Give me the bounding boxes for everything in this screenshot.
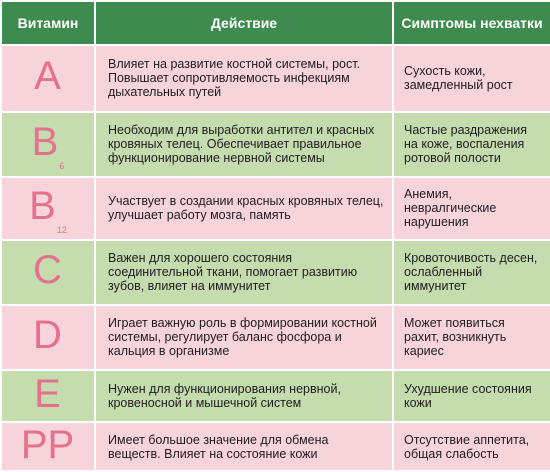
vitamin-symptoms: Может появиться рахит, возникнуть кариес — [394, 305, 550, 369]
vitamin-letter: D — [2, 305, 94, 369]
header-symptoms: Симптомы нехватки — [394, 2, 550, 44]
table-row: E Нужен для функционирования нервной, кр… — [2, 370, 550, 422]
vitamin-letter: A — [2, 46, 94, 111]
vitamin-action: Важен для хорошего состояния соединитель… — [96, 240, 392, 304]
vitamin-letter: B12 — [2, 177, 94, 239]
vitamin-letter: PP — [2, 423, 94, 470]
vitamin-letter: E — [2, 370, 94, 422]
vitamin-letter: B6 — [2, 112, 94, 176]
table-row: B6 Необходим для выработки антител и кра… — [2, 112, 550, 176]
table-row: D Играет важную роль в формировании кост… — [2, 305, 550, 369]
vitamin-symptoms: Частые раздражения на коже, воспаления р… — [394, 112, 550, 176]
table-row: PP Имеет большое значение для обмена вещ… — [2, 423, 550, 470]
vitamin-symptoms: Сухость кожи, замедленный рост — [394, 46, 550, 111]
table-row: B12 Участвует в создании красных кровяны… — [2, 177, 550, 239]
vitamin-symptoms: Ухудшение состояния кожи — [394, 370, 550, 422]
vitamin-action: Необходим для выработки антител и красны… — [96, 112, 392, 176]
header-vitamin: Витамин — [2, 2, 94, 44]
header-action: Действие — [96, 2, 392, 44]
vitamin-symptoms: Анемия, невралгические нарушения — [394, 177, 550, 239]
vitamin-letter: C — [2, 240, 94, 304]
vitamin-action: Нужен для функционирования нервной, кров… — [96, 370, 392, 422]
vitamin-action: Играет важную роль в формировании костно… — [96, 305, 392, 369]
vitamin-symptoms: Кровоточивость десен, ослабленный иммуни… — [394, 240, 550, 304]
vitamin-action: Имеет большое значение для обмена вещест… — [96, 423, 392, 470]
table-row: A Влияет на развитие костной системы, ро… — [2, 46, 550, 111]
table-row: C Важен для хорошего состояния соедините… — [2, 240, 550, 304]
vitamin-action: Влияет на развитие костной системы, рост… — [96, 46, 392, 111]
vitamin-symptoms: Отсутствие аппетита, общая слабость — [394, 423, 550, 470]
vitamin-action: Участвует в создании красных кровяных те… — [96, 177, 392, 239]
header-row: Витамин Действие Симптомы нехватки — [2, 2, 550, 44]
